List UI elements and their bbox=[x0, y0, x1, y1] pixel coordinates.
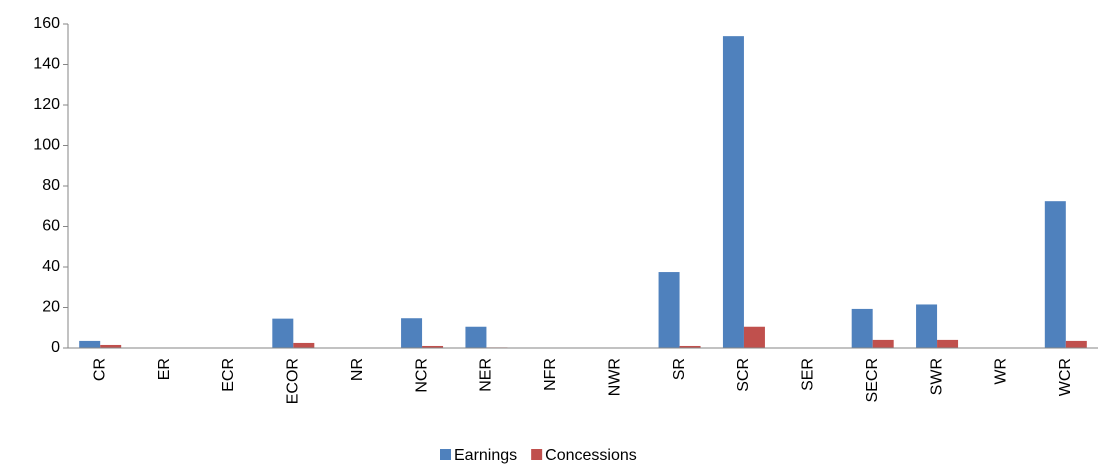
bar bbox=[293, 343, 314, 348]
bar bbox=[79, 341, 100, 348]
y-tick-label: 0 bbox=[51, 339, 60, 356]
y-tick-label: 140 bbox=[33, 56, 60, 73]
y-tick-label: 60 bbox=[42, 218, 60, 235]
x-tick-label: CR bbox=[91, 358, 108, 381]
bar bbox=[744, 327, 765, 348]
x-tick-label: SWR bbox=[928, 358, 945, 395]
x-tick-label: NR bbox=[349, 358, 366, 381]
y-tick-label: 40 bbox=[42, 258, 60, 275]
x-tick-label: SR bbox=[671, 358, 688, 380]
bar bbox=[873, 340, 894, 348]
bar bbox=[937, 340, 958, 348]
y-tick-label: 100 bbox=[33, 137, 60, 154]
x-tick-label: NCR bbox=[413, 358, 430, 393]
x-tick-label: ECR bbox=[220, 358, 237, 392]
y-tick-label: 80 bbox=[42, 177, 60, 194]
bar bbox=[465, 327, 486, 348]
y-tick-label: 120 bbox=[33, 96, 60, 113]
y-tick-label: 160 bbox=[33, 15, 60, 32]
bar bbox=[916, 304, 937, 348]
legend-label: Concessions bbox=[545, 447, 637, 464]
legend-label: Earnings bbox=[454, 447, 517, 464]
x-tick-label: SCR bbox=[735, 358, 752, 392]
bar bbox=[852, 309, 873, 348]
x-tick-label: SECR bbox=[864, 358, 881, 402]
x-tick-label: SER bbox=[800, 358, 817, 391]
x-tick-label: NER bbox=[478, 358, 495, 392]
bar bbox=[659, 272, 680, 348]
x-tick-label: NFR bbox=[542, 358, 559, 391]
x-tick-label: NWR bbox=[606, 358, 623, 396]
bar bbox=[1066, 341, 1087, 348]
bar bbox=[272, 319, 293, 348]
bar bbox=[401, 318, 422, 348]
x-tick-label: WCR bbox=[1057, 358, 1074, 396]
x-tick-label: WR bbox=[993, 358, 1010, 385]
x-tick-label: ECOR bbox=[285, 358, 302, 404]
y-tick-label: 20 bbox=[42, 299, 60, 316]
legend-swatch bbox=[440, 449, 451, 460]
x-tick-label: ER bbox=[156, 358, 173, 380]
legend-swatch bbox=[531, 449, 542, 460]
bar bbox=[1045, 201, 1066, 348]
bar bbox=[723, 36, 744, 348]
